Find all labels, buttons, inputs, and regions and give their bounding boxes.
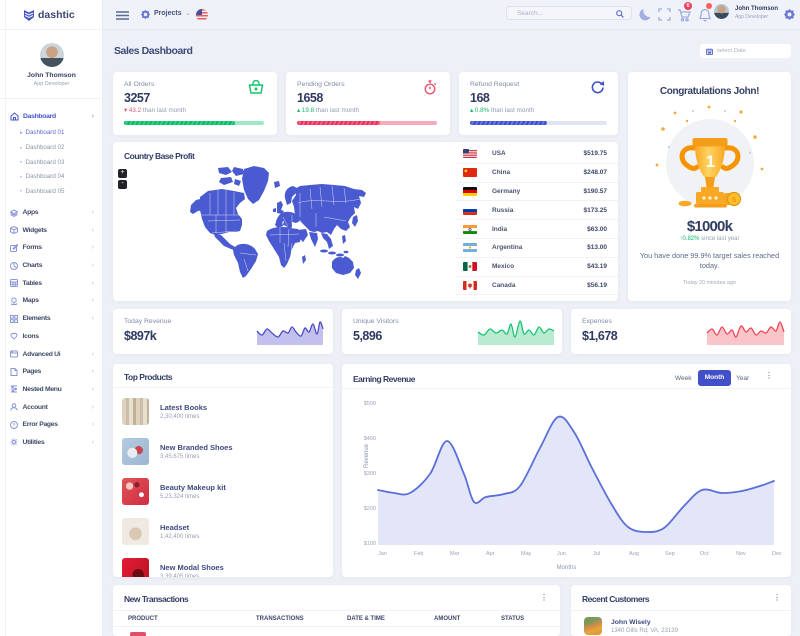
svg-text:S: S <box>731 197 736 204</box>
svg-text:Jul: Jul <box>593 551 600 557</box>
svg-text:$500: $500 <box>364 401 376 407</box>
svg-text:Apr: Apr <box>486 551 495 557</box>
svg-text:1: 1 <box>705 152 714 171</box>
svg-text:Sep: Sep <box>665 551 675 557</box>
svg-text:$300: $300 <box>364 471 376 477</box>
svg-text:May: May <box>521 551 532 557</box>
svg-text:Feb: Feb <box>414 551 423 557</box>
svg-text:$400: $400 <box>364 436 376 442</box>
svg-text:Dec: Dec <box>772 551 782 557</box>
svg-text:Oct: Oct <box>700 551 709 557</box>
svg-text:Nov: Nov <box>736 551 746 557</box>
svg-text:Aug: Aug <box>629 551 639 557</box>
svg-text:$200: $200 <box>364 506 376 512</box>
svg-text:Jan: Jan <box>378 551 387 557</box>
svg-text:Revenue: Revenue <box>364 443 370 468</box>
svg-text:Jun: Jun <box>557 551 566 557</box>
svg-text:$100: $100 <box>364 541 376 547</box>
svg-text:Mar: Mar <box>450 551 460 557</box>
